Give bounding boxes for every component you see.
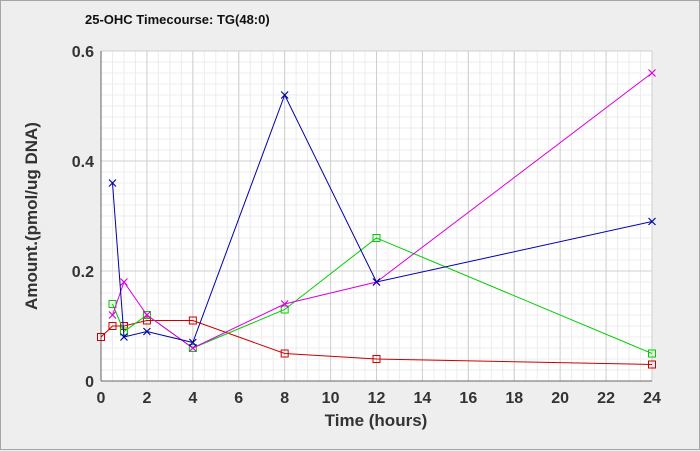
x-tick-label: 0 [97, 390, 106, 407]
data-point [142, 327, 151, 336]
series-1 [97, 316, 656, 369]
x-tick-label: 6 [234, 390, 243, 407]
data-point [119, 322, 128, 330]
x-tick-label: 22 [597, 390, 615, 407]
x-tick-label: 16 [459, 390, 477, 407]
data-point [648, 217, 656, 226]
x-tick-label: 10 [322, 390, 340, 407]
data-point [188, 316, 197, 325]
x-tick-label: 8 [280, 390, 289, 407]
data-point [108, 311, 117, 319]
data-point [142, 311, 151, 319]
data-point [648, 349, 656, 358]
data-point [108, 322, 117, 330]
data-series [97, 69, 656, 369]
x-tick-label: 2 [142, 390, 151, 407]
series-4 [108, 91, 656, 347]
x-tick-labels: 0 2 4 6 8 10 12 14 16 18 20 22 24 [97, 390, 661, 407]
data-point [372, 234, 381, 242]
data-point [108, 179, 117, 187]
data-point [97, 333, 105, 341]
y-axis-title: Amount.(pmol/ug DNA) [22, 122, 41, 310]
x-axis-title: Time (hours) [325, 411, 428, 430]
x-tick-label: 24 [643, 390, 661, 407]
chart-title: 25-OHC Timecourse: TG(48:0) [85, 12, 270, 27]
x-tick-label: 4 [188, 390, 197, 407]
data-point [120, 333, 128, 341]
data-point [280, 300, 289, 308]
data-point [648, 360, 656, 369]
y-tick-labels: 0 0.2 0.4 0.6 [72, 44, 94, 391]
data-point [372, 355, 381, 363]
data-point [120, 278, 128, 286]
y-tick-label: 0 [85, 374, 94, 391]
axes [100, 51, 652, 382]
data-point [280, 349, 289, 358]
x-tick-label: 14 [414, 390, 432, 407]
data-point [142, 311, 151, 319]
data-point [280, 305, 289, 314]
series-line [100, 320, 653, 365]
data-point [280, 91, 289, 99]
x-tick-label: 12 [368, 390, 386, 407]
x-tick-label: 20 [551, 390, 569, 407]
data-point [372, 278, 381, 286]
data-point [188, 344, 197, 352]
x-tick-label: 18 [505, 390, 523, 407]
data-point [142, 316, 151, 325]
y-tick-label: 0.4 [72, 154, 94, 171]
y-tick-label: 0.6 [72, 44, 94, 61]
data-point [648, 69, 656, 77]
y-tick-label: 0.2 [72, 264, 94, 281]
data-point [188, 338, 197, 347]
